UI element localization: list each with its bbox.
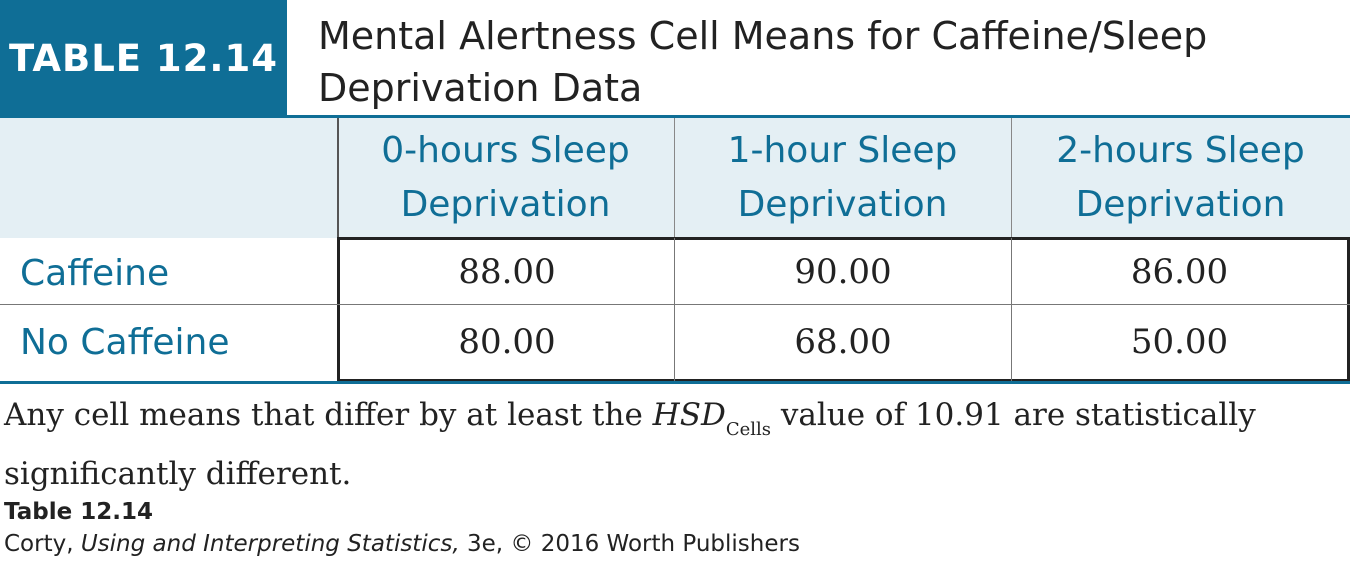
table-title-line2: Deprivation Data (318, 66, 643, 110)
column-divider (337, 118, 339, 238)
table-number-badge: TABLE 12.14 (0, 0, 287, 117)
column-divider (674, 118, 675, 238)
row-label-caffeine: Caffeine (20, 252, 170, 294)
row-label-no-caffeine: No Caffeine (20, 321, 230, 363)
table-footnote: Any cell means that differ by at least t… (4, 393, 1334, 496)
citation-book-title: Using and Interpreting Statistics, (80, 531, 460, 557)
table-cell: 90.00 (794, 252, 892, 292)
citation-publisher: 3e, © 2016 Worth Publishers (459, 531, 800, 557)
column-header-line2: Deprivation (737, 184, 948, 225)
top-rule (0, 115, 1350, 118)
hsd-subscript: Cells (725, 419, 771, 440)
table-cell: 86.00 (1130, 252, 1229, 292)
column-header-1h: 1-hour Sleep Deprivation (674, 118, 1011, 238)
table-cell: 50.00 (1130, 322, 1229, 362)
table-title-line1: Mental Alertness Cell Means for Caffeine… (318, 14, 1208, 58)
cell-divider (674, 238, 675, 381)
table-cell: 80.00 (458, 322, 556, 362)
column-divider (1011, 118, 1012, 238)
column-header-line1: 2-hours Sleep (1056, 130, 1305, 171)
column-header-2h: 2-hours Sleep Deprivation (1011, 118, 1350, 238)
citation-author: Corty, (4, 531, 81, 557)
source-table-label: Table 12.14 (4, 499, 153, 525)
column-header-0h: 0-hours Sleep Deprivation (337, 118, 674, 238)
table-cell: 68.00 (794, 322, 892, 362)
cell-divider (1011, 238, 1012, 381)
column-header-line2: Deprivation (1075, 184, 1286, 225)
column-header-line1: 0-hours Sleep (381, 130, 630, 171)
footnote-text: Any cell means that differ by at least t… (4, 397, 653, 433)
data-grid (337, 237, 1350, 382)
table-title: Mental Alertness Cell Means for Caffeine… (318, 10, 1328, 114)
row-divider (0, 304, 1350, 305)
table-cell: 88.00 (458, 252, 556, 292)
table-header: TABLE 12.14 Mental Alertness Cell Means … (0, 0, 1350, 117)
column-header-line2: Deprivation (400, 184, 611, 225)
hsd-symbol: HSD (652, 397, 726, 433)
bottom-rule (0, 381, 1350, 384)
column-header-line1: 1-hour Sleep (727, 130, 958, 171)
footnote-text-end: value of 10.91 are statistically signifi… (4, 397, 1256, 492)
column-header-band (0, 118, 1350, 238)
source-citation: Corty, Using and Interpreting Statistics… (4, 531, 800, 557)
